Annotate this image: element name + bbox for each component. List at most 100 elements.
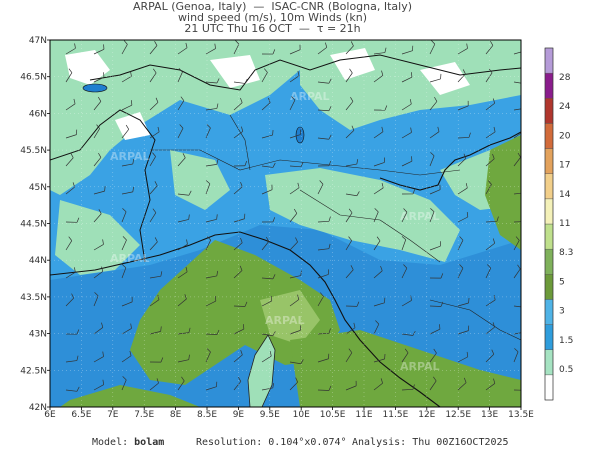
wind-barb — [513, 332, 521, 335]
footer-model: Model: bolam — [92, 437, 164, 448]
wind-barb — [177, 42, 188, 55]
wind-barb — [233, 265, 243, 279]
colorbar-segment — [544, 173, 554, 200]
wind-barb — [93, 239, 104, 251]
wind-barb — [401, 295, 412, 307]
wind-barb — [345, 301, 360, 307]
wind-barb — [373, 157, 385, 167]
colorbar-segment — [544, 324, 554, 350]
lon-label: 8.5E — [197, 410, 217, 420]
wind-barb — [513, 132, 521, 139]
wind-barb — [485, 126, 496, 139]
wind-barb — [261, 274, 276, 280]
wind-barb — [289, 359, 304, 365]
wind-barb — [233, 126, 244, 139]
wind-barb — [429, 376, 437, 391]
wind-barb — [121, 100, 133, 111]
wind-barb — [317, 269, 329, 279]
wind-barb — [65, 182, 75, 195]
wind-barb — [345, 191, 360, 197]
colorbar-label: 1.5 — [559, 336, 573, 346]
border-regional-1 — [150, 149, 461, 176]
colorbar-segment — [544, 198, 554, 225]
lon-label: 6.5E — [71, 410, 91, 420]
lat-label: 45N — [29, 183, 47, 193]
wind-barb — [177, 153, 186, 167]
wind-barb — [177, 96, 185, 111]
colorbar-segment — [544, 123, 554, 149]
colorbar-label: 17 — [559, 161, 570, 171]
wind-barb — [261, 97, 271, 111]
wind-barb — [485, 98, 496, 111]
field-white-1 — [65, 50, 110, 85]
wind-barb — [485, 295, 496, 307]
wind-barb — [429, 96, 438, 111]
wind-barb — [233, 160, 247, 167]
wind-barb — [289, 96, 296, 111]
wind-barb — [205, 43, 216, 55]
wind-barb — [65, 43, 76, 55]
wind-barb — [233, 40, 240, 55]
wind-barb — [121, 71, 132, 83]
wind-barb — [345, 236, 352, 251]
wind-barb — [513, 81, 521, 84]
border-regional-4 — [429, 299, 521, 341]
wind-barb — [429, 324, 441, 335]
wind-barb — [373, 353, 386, 363]
footer-analysis-value: Thu 00Z16OCT2025 — [412, 437, 509, 448]
field-pale-green-apennines — [265, 168, 460, 262]
wind-barb — [205, 124, 211, 139]
wind-barb — [401, 156, 413, 167]
wind-barb — [513, 192, 521, 195]
wind-barb — [93, 124, 100, 139]
wind-barb — [457, 325, 470, 335]
wind-barb — [457, 264, 464, 279]
colorbar-label: 0.5 — [559, 365, 573, 375]
wind-barb — [93, 292, 99, 307]
wind-barb — [233, 376, 242, 391]
wind-barb — [513, 389, 521, 391]
colorbar-label: 28 — [559, 73, 571, 83]
coastline-italy — [50, 231, 441, 407]
lon-label: 10.5E — [320, 410, 346, 420]
wind-barb — [233, 301, 248, 307]
lat-label: 42N — [29, 403, 47, 413]
lon-label: 7E — [107, 410, 119, 420]
wind-barb — [373, 265, 383, 279]
wind-barb — [261, 130, 274, 139]
wind-barb — [457, 132, 471, 139]
wind-barb — [317, 78, 332, 84]
lat-axis: 47N 46.5N 46N 45.5N 45N 44.5N 44N 43.5N 43N 42.5N… — [20, 36, 50, 413]
wind-barb — [93, 266, 104, 279]
colorbar-segment — [544, 72, 554, 99]
wind-barb — [121, 376, 127, 391]
wind-barb — [233, 350, 243, 363]
wind-barb — [317, 385, 332, 391]
field-pale-green-w — [55, 200, 140, 275]
wind-barb — [401, 72, 413, 83]
wind-barb — [513, 348, 519, 363]
border-regional-2 — [229, 114, 251, 171]
wind-barb — [457, 153, 467, 167]
wind-barb — [345, 159, 359, 167]
lon-label: 8E — [170, 410, 182, 420]
wind-barb — [373, 47, 387, 55]
wind-barb — [149, 40, 158, 55]
wind-barb — [317, 216, 331, 223]
lat-label: 43.5N — [20, 293, 47, 303]
wind-barb — [317, 42, 328, 55]
wind-barb — [177, 124, 184, 139]
colorbar-segment — [544, 47, 554, 74]
lon-label: 6E — [44, 410, 56, 420]
wind-barb — [149, 237, 158, 251]
wind-barb — [149, 152, 156, 167]
wind-barb — [65, 355, 79, 363]
wind-barb — [93, 186, 106, 195]
wind-barb — [345, 322, 356, 335]
wind-barb — [373, 105, 388, 111]
wind-barb — [149, 294, 160, 307]
wind-barb — [485, 216, 499, 223]
wind-barb — [289, 325, 301, 335]
wind-barb — [401, 264, 408, 279]
colorbar-label: 11 — [559, 219, 570, 229]
